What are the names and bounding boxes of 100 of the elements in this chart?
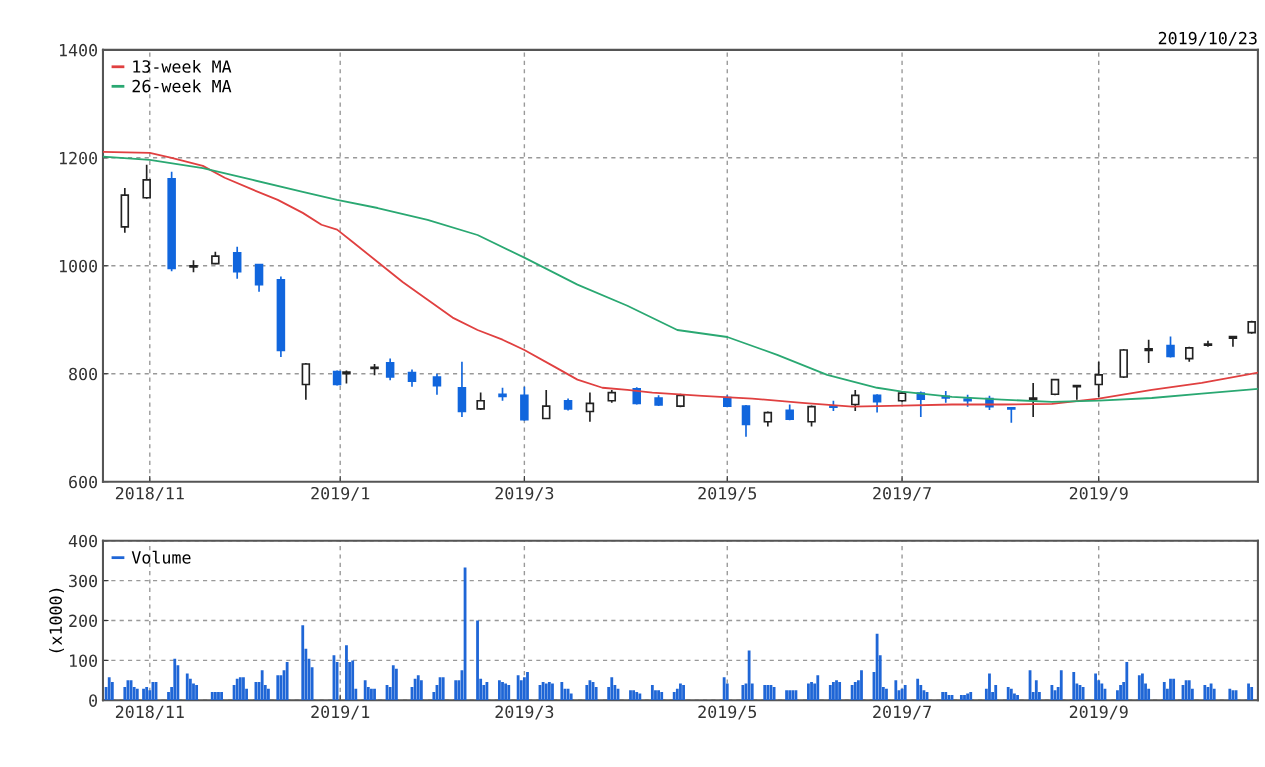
bar [497, 680, 501, 701]
bar [551, 683, 554, 701]
candlestick [850, 389, 860, 412]
bar [188, 678, 192, 701]
bar [107, 677, 111, 701]
bar [657, 690, 660, 701]
bar [831, 681, 835, 701]
bar [610, 677, 614, 701]
y-tick-label: 0 [89, 694, 98, 707]
bar [145, 687, 149, 701]
bar [838, 681, 842, 701]
bar [569, 693, 573, 701]
bar [363, 680, 367, 701]
bar [1187, 680, 1191, 701]
x-tick-label: 2019/9 [1069, 486, 1128, 501]
bar [722, 677, 726, 701]
bar [828, 685, 832, 701]
candlestick [301, 362, 311, 401]
bar [1212, 688, 1216, 701]
bar [195, 685, 199, 701]
bar [416, 675, 420, 701]
bar [638, 693, 642, 701]
candlestick [1028, 382, 1038, 418]
bar [650, 685, 654, 701]
bar [373, 688, 376, 701]
candlestick [1144, 338, 1153, 364]
bar [679, 683, 682, 701]
legend-label: Volume [131, 550, 191, 564]
bar [507, 685, 511, 701]
bar [1184, 680, 1188, 701]
bar [1009, 688, 1013, 701]
bar [966, 693, 970, 701]
bar [192, 683, 195, 701]
bar [1013, 693, 1016, 701]
candlestick [541, 389, 551, 420]
x-tick-label: 2019/9 [1069, 705, 1128, 720]
candlestick [232, 246, 242, 280]
y-tick-label: 400 [68, 534, 98, 548]
x-tick-label: 2019/5 [698, 705, 757, 720]
y-tick-label: 1400 [59, 43, 98, 57]
x-tick-label: 2019/3 [495, 705, 554, 720]
bar [860, 670, 863, 701]
bar [1250, 687, 1254, 701]
candlestick [1166, 335, 1175, 359]
bar [526, 671, 529, 701]
bar [785, 690, 788, 701]
bar [391, 665, 395, 701]
bar [185, 673, 189, 701]
bar [142, 688, 145, 701]
bar [238, 677, 242, 701]
bar [675, 688, 679, 701]
bar [370, 688, 373, 701]
bar [788, 690, 792, 701]
bar [635, 691, 639, 701]
bar [173, 658, 177, 701]
legend-label: 13-week MA [133, 59, 232, 73]
bar [504, 683, 508, 701]
bar [1137, 675, 1141, 701]
bar [1162, 681, 1166, 701]
y-axis-title: (x1000) [49, 588, 64, 653]
x-tick-label: 2018/11 [115, 705, 184, 720]
bar [351, 660, 355, 701]
bar [285, 661, 289, 701]
bar [476, 620, 479, 701]
bar [1169, 678, 1172, 701]
bar [210, 691, 214, 701]
bar [835, 680, 838, 701]
bar [1125, 661, 1129, 701]
bar [1016, 695, 1019, 701]
bar [1247, 683, 1250, 701]
bar [213, 691, 217, 701]
x-tick-label: 2019/5 [698, 486, 757, 501]
y-tick-label: 600 [69, 475, 98, 489]
y-tick-label: 1200 [59, 151, 98, 165]
bar [235, 678, 239, 701]
bar [1094, 673, 1097, 701]
candlestick [872, 393, 882, 414]
bar [541, 681, 545, 701]
x-tick-label: 2019/7 [873, 705, 931, 720]
bar [135, 688, 139, 701]
bar [988, 673, 991, 701]
bar [110, 681, 114, 701]
candlestick [1094, 361, 1103, 398]
x-tick-label: 2019/1 [311, 486, 370, 501]
bar [516, 675, 520, 701]
x-tick-label: 2018/11 [115, 486, 184, 501]
bar [544, 683, 548, 701]
bar [916, 678, 920, 701]
bar [747, 650, 751, 701]
bar [345, 645, 348, 701]
bar [547, 681, 551, 701]
bar [301, 625, 305, 701]
bar [816, 675, 820, 701]
x-tick-label: 2019/3 [495, 486, 554, 501]
y-tick-label: 100 [70, 654, 98, 667]
bar [994, 685, 998, 701]
bar [1119, 685, 1122, 701]
bar [885, 688, 888, 701]
bar [632, 690, 636, 701]
bar [276, 675, 280, 701]
